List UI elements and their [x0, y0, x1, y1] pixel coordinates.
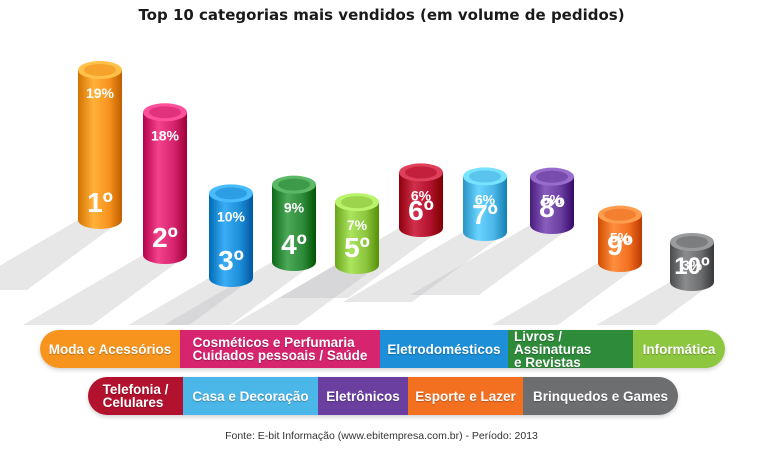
bar-body [272, 184, 316, 271]
bar-7: 6%7º [463, 167, 507, 241]
bar-shadow [232, 265, 379, 325]
legend-label: Cosméticos e Perfumaria Cuidados pessoai… [192, 335, 368, 363]
bar-body [209, 193, 253, 287]
legend-item: Cosméticos e Perfumaria Cuidados pessoai… [180, 330, 380, 368]
bar-value-label: 10% [217, 208, 246, 224]
bar-2: 18% 2º [143, 103, 187, 265]
legend-label: Esporte e Lazer [415, 388, 516, 404]
bar-shadow [491, 263, 642, 325]
bar-rank-label: 2º [152, 222, 178, 253]
legend-item: Moda e Acessórios [40, 330, 180, 368]
legend-label: Eletrônicos [326, 388, 400, 404]
bar-rank-label: 5º [344, 232, 370, 263]
bar-value-label: 6% [475, 191, 496, 207]
bar-body [399, 172, 443, 237]
legend-item: Eletrodomésticos [380, 330, 508, 368]
bar-body [530, 176, 574, 234]
bar-rank-label: 8º [539, 192, 565, 223]
legend-label: Moda e Acessórios [48, 341, 172, 357]
bar-shadow [164, 262, 316, 325]
bar-rank-label: 1º [87, 187, 113, 218]
bar-shadow [128, 278, 253, 325]
bar-4: 9% 4º [272, 175, 316, 271]
bar-rank-label: 3º [218, 245, 244, 276]
bar-value-label: 18% [151, 127, 180, 143]
bar-shadow [596, 282, 714, 325]
legend-item: Esporte e Lazer [408, 377, 523, 415]
bar-shadow [343, 232, 507, 302]
bar-value-label: 5% [542, 192, 563, 208]
legend-item: Brinquedos e Games [523, 377, 678, 415]
bar-1: 19% 1º [78, 61, 122, 229]
bar-rank-label: 4º [281, 229, 307, 260]
bar-body [143, 112, 187, 265]
bar-3: 10% 3º [209, 184, 253, 287]
bar-body [78, 70, 122, 229]
bar-value-label: 7% [347, 217, 368, 233]
legend-row-2: Telefonia / Celulares Casa e Decoração Ele… [88, 377, 678, 415]
bar-9: 5%9º [598, 205, 642, 272]
bar-shadow [410, 225, 574, 295]
bar-body [463, 176, 507, 241]
legend-label: Casa e Decoração [192, 388, 309, 404]
legend-item: Livros / Assinaturas e Revistas [508, 330, 633, 368]
bar-rank-label: 10º [674, 253, 710, 280]
legend-item: Eletrônicos [318, 377, 408, 415]
bar-value-label: 19% [86, 85, 115, 101]
legend-item: Casa e Decoração [183, 377, 318, 415]
bar-8: 5%8º [530, 167, 574, 234]
bar-value-label: 6% [411, 187, 432, 203]
legend-label: Livros / Assinaturas e Revistas [514, 330, 592, 368]
legend-item: Informática [633, 330, 725, 368]
legend-row-1: Moda e Acessórios Cosméticos e Perfumaria… [40, 330, 725, 368]
source-note: Fonte: E-bit Informação (www.ebitempresa… [225, 430, 538, 442]
legend-label: Eletrodomésticos [387, 341, 501, 357]
bar-10: 3%10º [670, 233, 714, 291]
bar-value-label: 5% [610, 230, 631, 246]
bar-body [335, 202, 379, 274]
bar-rank-label: 6º [408, 195, 434, 226]
bar-body [670, 242, 714, 291]
bar-5: 7%5º [335, 193, 379, 274]
bar-rank-label: 7º [472, 199, 498, 230]
legend-label: Brinquedos e Games [532, 388, 669, 404]
bar-value-label: 3% [682, 257, 703, 273]
bar-6: 6%6º [399, 163, 443, 237]
bar-body [598, 214, 642, 272]
chart-title: Top 10 categorias mais vendidos (em volu… [138, 6, 625, 24]
legend-label: Telefonia / Celulares [102, 382, 169, 410]
bar-shadow [0, 220, 122, 290]
legend-label: Informática [642, 341, 716, 357]
bar-shadow [23, 255, 187, 325]
bar-value-label: 9% [284, 200, 305, 216]
bar-rank-label: 9º [607, 230, 633, 261]
legend-item: Telefonia / Celulares [88, 377, 183, 415]
